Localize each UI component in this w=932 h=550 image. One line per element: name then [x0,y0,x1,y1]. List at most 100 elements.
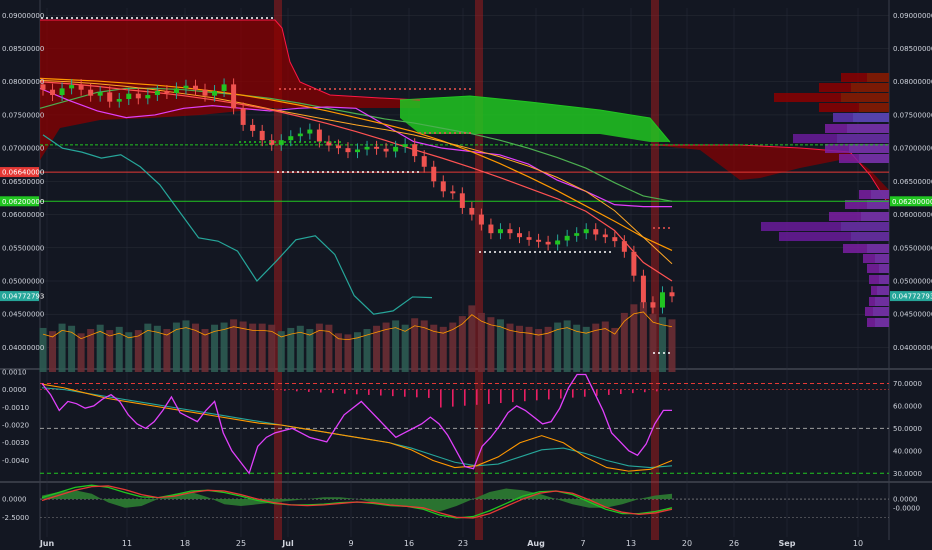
candle-body[interactable] [640,275,646,303]
candle-body[interactable] [631,251,637,276]
candle-body[interactable] [383,148,389,152]
volume-profile-bar [825,144,889,153]
candle-body[interactable] [355,149,360,153]
candle-body[interactable] [88,89,94,96]
candle-body[interactable] [431,166,437,182]
volume-profile-bar [867,264,889,273]
candle-body[interactable] [564,235,570,241]
candle-body[interactable] [50,89,56,96]
candle-body[interactable] [97,92,103,96]
level-dot [56,17,58,19]
candle-body[interactable] [307,129,313,134]
volume-bar [487,317,495,372]
candle-body[interactable] [126,93,132,99]
candle-body[interactable] [621,241,627,252]
candle-body[interactable] [202,89,208,96]
candle-body[interactable] [450,191,456,194]
candle-body[interactable] [183,85,189,89]
candle-body[interactable] [335,145,341,149]
level-dot [429,132,431,134]
level-dot [322,171,324,173]
oscillator-panel[interactable] [40,484,889,519]
candle-body[interactable] [526,237,532,240]
candle-body[interactable] [69,85,75,89]
price-tag [0,291,39,302]
candle-body[interactable] [78,85,84,90]
candle-body[interactable] [497,229,503,234]
macd-axis-label: -0.0040 [2,457,29,465]
candle-body[interactable] [107,92,113,102]
candle-body[interactable] [231,84,237,109]
level-dot [297,171,299,173]
candle-body[interactable] [116,99,122,102]
level-dot [414,88,416,90]
candle-body[interactable] [393,146,399,152]
candle-body[interactable] [345,148,351,153]
candles[interactable] [40,78,675,314]
candle-body[interactable] [164,91,170,94]
candle-body[interactable] [478,214,484,225]
candle-body[interactable] [545,241,551,245]
candle-body[interactable] [192,85,198,90]
candle-body[interactable] [440,181,446,192]
macd-rsi-panel[interactable] [40,373,889,475]
candle-body[interactable] [488,224,494,234]
candle-body[interactable] [145,95,151,99]
candle-body[interactable] [402,144,408,147]
candle-body[interactable] [326,141,332,146]
volume-bars [39,302,676,372]
candle-body[interactable] [59,88,65,96]
macd-histogram-bar [572,389,574,398]
candle-body[interactable] [469,207,475,215]
level-dot [454,88,456,90]
level-dot [658,227,660,229]
candle-body[interactable] [40,84,46,90]
candle-body[interactable] [173,88,179,94]
level-dot [524,251,526,253]
volume-bar [39,327,47,372]
senkou-a-line [40,19,421,101]
volume-bar [468,305,476,372]
candle-body[interactable] [250,124,256,131]
candle-body[interactable] [221,84,227,92]
candle-body[interactable] [288,136,294,141]
candle-body[interactable] [240,108,246,125]
candle-body[interactable] [259,130,265,141]
level-dot [569,251,571,253]
candle-body[interactable] [135,93,141,99]
candle-body[interactable] [650,302,656,308]
candle-body[interactable] [517,233,523,238]
level-dot [284,88,286,90]
candle-body[interactable] [421,156,427,167]
candle-body[interactable] [364,146,370,150]
candle-body[interactable] [212,91,218,96]
candle-body[interactable] [612,237,618,242]
candle-body[interactable] [669,292,675,297]
candle-body[interactable] [459,193,465,208]
candle-body[interactable] [269,140,275,145]
price-tag [0,167,39,178]
right-axis-label: 0.04500000 [893,311,932,319]
candle-body[interactable] [583,229,589,234]
candle-body[interactable] [297,133,303,137]
candle-body[interactable] [154,91,160,96]
level-dot [449,88,451,90]
level-dot [289,88,291,90]
candle-body[interactable] [412,144,418,157]
candle-body[interactable] [555,240,561,245]
level-dot [166,17,168,19]
rsi-axis-label: 60.0000 [893,402,922,410]
volume-bar [306,329,314,372]
candle-body[interactable] [659,292,665,308]
candle-body[interactable] [316,129,322,142]
level-dot [439,132,441,134]
candle-body[interactable] [536,239,542,242]
level-dot [176,17,178,19]
candle-body[interactable] [278,140,284,145]
candle-body[interactable] [593,229,599,235]
candle-body[interactable] [574,233,580,236]
candle-body[interactable] [374,146,380,149]
candle-body[interactable] [507,229,513,234]
candle-body[interactable] [602,234,608,238]
